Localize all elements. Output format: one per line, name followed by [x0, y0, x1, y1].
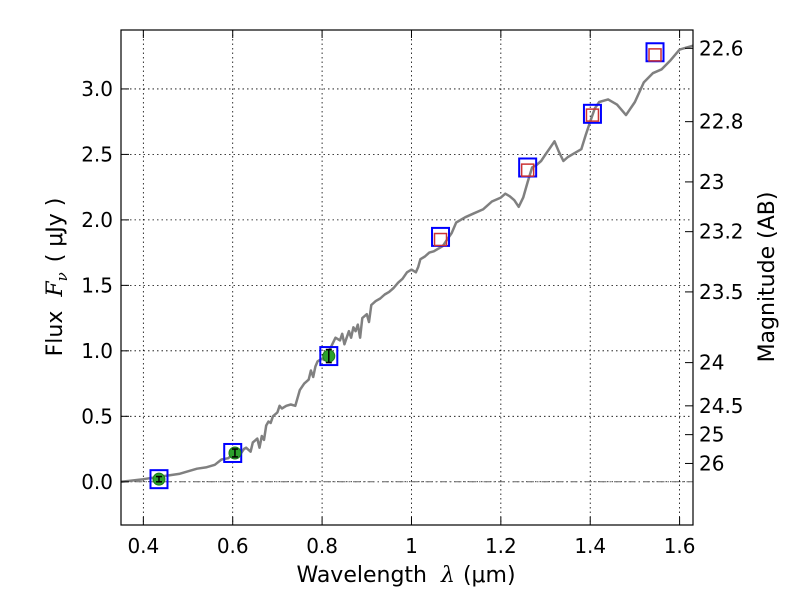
axis-ticks: 0.4 0.6 0.8 1 1.2 1.4 1.6 0.0 0.5 1.0 1.5 2.0 2.5 3.0…: [81, 30, 744, 558]
y2-tick-label: 23.2: [699, 220, 744, 244]
plot-area: [120, 42, 694, 490]
x-axis-label: Wavelength λ (μm): [296, 563, 515, 588]
y-tick-label: 2.5: [81, 142, 113, 166]
model-flux-marker: [319, 346, 339, 367]
x-tick-label: 0.6: [217, 534, 249, 558]
x-tick-label: 1.4: [574, 534, 606, 558]
x-tick-label: 0.8: [306, 534, 338, 558]
x-tick-label: 1.2: [485, 534, 517, 558]
x-label-unit: (μm): [463, 563, 516, 588]
upper-limit-marker: [520, 163, 535, 177]
y-axis-label: Flux Fν ( μJy ): [43, 198, 71, 357]
y2-tick-label: 26: [699, 451, 724, 475]
axes-frame: [120, 29, 694, 526]
y-tick-label: 3.0: [81, 77, 113, 101]
y2-tick-label: 22.6: [699, 36, 744, 60]
y-tick-label: 1.5: [81, 273, 113, 297]
model-flux-marker: [582, 103, 602, 124]
x-tick-label: 1.6: [664, 534, 696, 558]
x-label-text: Wavelength: [296, 563, 427, 588]
y-label-unit: ( μJy ): [43, 198, 68, 263]
x-tick-label: 0.4: [127, 534, 159, 558]
x-tick-label: 1: [405, 534, 418, 558]
y-label-symbol: F: [43, 281, 68, 298]
y-label-subscript: ν: [53, 272, 71, 281]
grid-lines: [121, 30, 693, 525]
y2-tick-label: 23: [699, 170, 724, 194]
y2-tick-label: 24.5: [699, 394, 744, 418]
y2-axis-label: Magnitude (AB): [755, 192, 780, 363]
upper-limit-marker: [433, 232, 448, 247]
y-tick-label: 0.5: [81, 404, 113, 428]
y2-tick-label: 25: [699, 423, 724, 447]
y2-tick-label: 24: [699, 351, 724, 375]
y-tick-label: 0.0: [81, 470, 113, 494]
y-label-text: Flux: [43, 311, 68, 357]
y2-tick-label: 22.8: [699, 110, 744, 134]
y-tick-label: 2.0: [81, 208, 113, 232]
model-flux-marker: [149, 469, 169, 490]
upper-limit-marker: [648, 48, 662, 62]
model-spectrum-line: [120, 44, 694, 484]
upper-limit-marker: [585, 108, 600, 122]
y-tick-label: 1.0: [81, 339, 113, 363]
y2-tick-label: 23.5: [699, 280, 744, 304]
x-label-symbol: λ: [440, 563, 455, 588]
